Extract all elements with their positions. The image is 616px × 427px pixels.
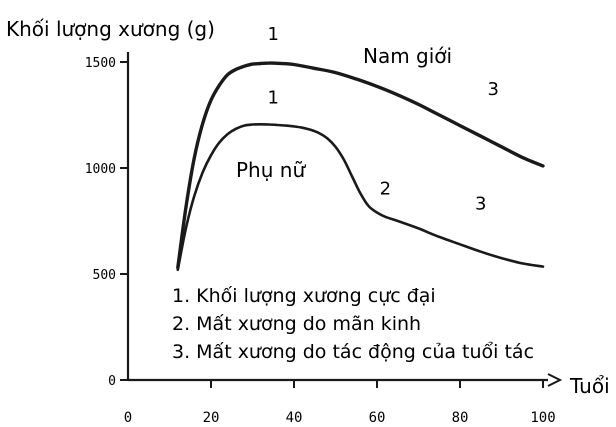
x-axis-title: Tuổi bbox=[569, 374, 610, 398]
legend-note-2: 2. Mất xương do mãn kinh bbox=[172, 313, 421, 335]
x-tick-label: 0 bbox=[124, 410, 132, 426]
series-line-women bbox=[176, 123, 545, 272]
axes bbox=[126, 52, 563, 387]
series-label-women: Phụ nữ bbox=[236, 158, 306, 182]
y-tick-label: 0 bbox=[108, 374, 116, 389]
x-tick-label: 80 bbox=[452, 410, 469, 426]
series-line-men bbox=[176, 61, 545, 270]
y-axis-title: Khối lượng xương (g) bbox=[6, 17, 215, 41]
series-label-men: Nam giới bbox=[363, 44, 452, 68]
annotation-label: 1 bbox=[268, 24, 279, 45]
y-tick-label: 1000 bbox=[85, 162, 116, 177]
annotation-label: 3 bbox=[487, 79, 498, 100]
x-tick-label: 20 bbox=[203, 410, 220, 426]
y-ticks: 0 500 1000 1500 bbox=[85, 56, 128, 389]
y-tick-label: 500 bbox=[93, 268, 116, 283]
annotation-label: 3 bbox=[475, 194, 486, 215]
x-tick-label: 100 bbox=[530, 410, 555, 426]
legend-note-1: 1. Khối lượng xương cực đại bbox=[172, 285, 436, 307]
legend-note-3: 3. Mất xương do tác động của tuổi tác bbox=[172, 341, 534, 363]
annotations: 1 3 1 2 3 bbox=[268, 24, 499, 215]
x-axis-arrow bbox=[547, 373, 563, 387]
x-tick-label: 60 bbox=[369, 410, 386, 426]
annotation-label: 2 bbox=[380, 179, 391, 200]
series-curves bbox=[176, 61, 545, 272]
legend-notes: 1. Khối lượng xương cực đại 2. Mất xương… bbox=[172, 285, 534, 363]
y-tick-label: 1500 bbox=[85, 56, 116, 71]
x-tick-label: 40 bbox=[286, 410, 303, 426]
x-ticks: 0 20 40 60 80 100 bbox=[124, 380, 556, 426]
annotation-label: 1 bbox=[268, 87, 279, 108]
